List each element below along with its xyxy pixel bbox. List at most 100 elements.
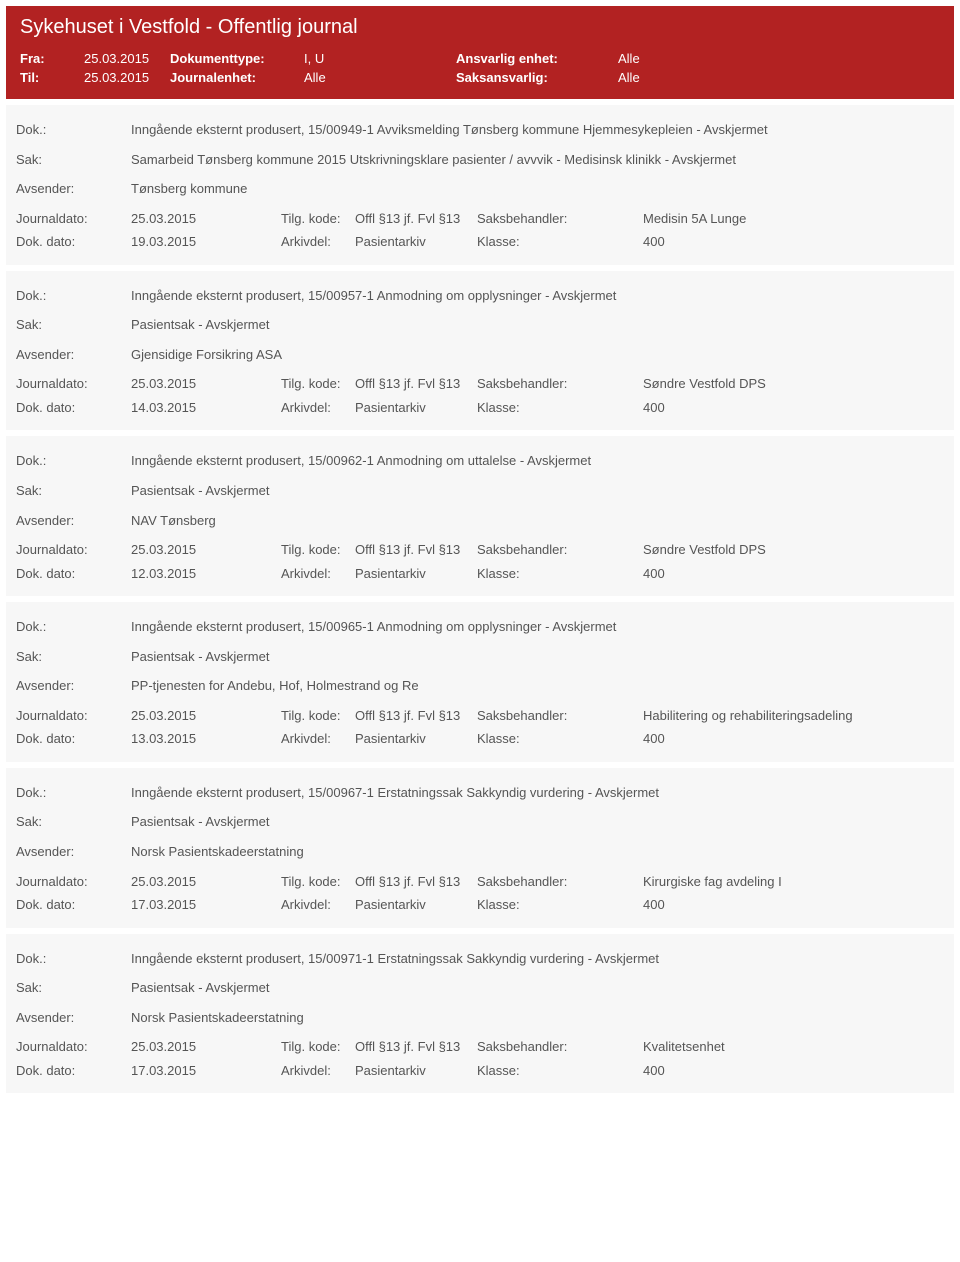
arkivdel-label: Arkivdel: [281, 1062, 355, 1080]
saksbehandler-label: Saksbehandler: [477, 375, 643, 393]
tilg-label: Tilg. kode: [281, 541, 355, 559]
journal-record: Dok.:Inngående eksternt produsert, 15/00… [6, 768, 954, 928]
saksbehandler-value: Medisin 5A Lunge [643, 210, 944, 228]
klasse-label: Klasse: [477, 1062, 643, 1080]
saksbehandler-value: Søndre Vestfold DPS [643, 375, 944, 393]
avsender-row: Avsender:NAV Tønsberg [16, 512, 944, 530]
arkivdel-label: Arkivdel: [281, 399, 355, 417]
saksbehandler-label: Saksbehandler: [477, 873, 643, 891]
sak-value: Pasientsak - Avskjermet [131, 813, 269, 831]
dok-row: Dok.:Inngående eksternt produsert, 15/00… [16, 452, 944, 470]
meta-row-1: Journaldato:25.03.2015Tilg. kode:Offl §1… [16, 541, 944, 559]
journaldato-label: Journaldato: [16, 541, 131, 559]
dokdato-label: Dok. dato: [16, 896, 131, 914]
dok-label: Dok.: [16, 452, 131, 470]
klasse-label: Klasse: [477, 399, 643, 417]
journaldato-label: Journaldato: [16, 1038, 131, 1056]
saksbehandler-value: Kvalitetsenhet [643, 1038, 944, 1056]
arkivdel-value: Pasientarkiv [355, 896, 477, 914]
klasse-value: 400 [643, 565, 944, 583]
klasse-value: 400 [643, 399, 944, 417]
tilg-label: Tilg. kode: [281, 1038, 355, 1056]
klasse-label: Klasse: [477, 896, 643, 914]
saksbehandler-label: Saksbehandler: [477, 541, 643, 559]
klasse-value: 400 [643, 233, 944, 251]
sak-label: Sak: [16, 979, 131, 997]
saksbehandler-label: Saksbehandler: [477, 707, 643, 725]
page-title: Sykehuset i Vestfold - Offentlig journal [20, 16, 940, 39]
journal-record: Dok.:Inngående eksternt produsert, 15/00… [6, 436, 954, 596]
avsender-row: Avsender:Gjensidige Forsikring ASA [16, 346, 944, 364]
dok-value: Inngående eksternt produsert, 15/00957-1… [131, 287, 616, 305]
avsender-label: Avsender: [16, 677, 131, 695]
sak-value: Pasientsak - Avskjermet [131, 316, 269, 334]
saksbehandler-label: Saksbehandler: [477, 210, 643, 228]
dokdato-value: 17.03.2015 [131, 896, 281, 914]
tilg-value: Offl §13 jf. Fvl §13 [355, 210, 477, 228]
arkivdel-value: Pasientarkiv [355, 565, 477, 583]
avsender-label: Avsender: [16, 180, 131, 198]
meta-row-2: Dok. dato:12.03.2015Arkivdel:Pasientarki… [16, 565, 944, 583]
saksbehandler-value: Kirurgiske fag avdeling I [643, 873, 944, 891]
fra-value: 25.03.2015 [84, 51, 170, 66]
meta-row-2: Dok. dato:17.03.2015Arkivdel:Pasientarki… [16, 896, 944, 914]
dokdato-value: 14.03.2015 [131, 399, 281, 417]
dokdato-value: 17.03.2015 [131, 1062, 281, 1080]
arkivdel-value: Pasientarkiv [355, 1062, 477, 1080]
arkivdel-value: Pasientarkiv [355, 730, 477, 748]
sak-value: Pasientsak - Avskjermet [131, 979, 269, 997]
klasse-value: 400 [643, 730, 944, 748]
journal-record: Dok.:Inngående eksternt produsert, 15/00… [6, 602, 954, 762]
avsender-value: PP-tjenesten for Andebu, Hof, Holmestran… [131, 677, 419, 695]
dokumenttype-value: I, U [304, 51, 456, 66]
dokdato-label: Dok. dato: [16, 730, 131, 748]
ansvarlig-value: Alle [618, 51, 640, 66]
tilg-label: Tilg. kode: [281, 375, 355, 393]
sak-row: Sak:Pasientsak - Avskjermet [16, 813, 944, 831]
journal-record: Dok.:Inngående eksternt produsert, 15/00… [6, 271, 954, 431]
avsender-label: Avsender: [16, 346, 131, 364]
meta-row-2: Dok. dato:13.03.2015Arkivdel:Pasientarki… [16, 730, 944, 748]
avsender-value: Tønsberg kommune [131, 180, 247, 198]
header-row-2: Til: 25.03.2015 Journalenhet: Alle Saksa… [20, 70, 940, 85]
avsender-label: Avsender: [16, 512, 131, 530]
arkivdel-value: Pasientarkiv [355, 399, 477, 417]
journaldato-value: 25.03.2015 [131, 541, 281, 559]
dokdato-label: Dok. dato: [16, 1062, 131, 1080]
journaldato-value: 25.03.2015 [131, 210, 281, 228]
journaldato-value: 25.03.2015 [131, 707, 281, 725]
tilg-label: Tilg. kode: [281, 707, 355, 725]
meta-row-2: Dok. dato:19.03.2015Arkivdel:Pasientarki… [16, 233, 944, 251]
tilg-label: Tilg. kode: [281, 210, 355, 228]
dok-row: Dok.:Inngående eksternt produsert, 15/00… [16, 950, 944, 968]
page-header: Sykehuset i Vestfold - Offentlig journal… [6, 6, 954, 99]
arkivdel-label: Arkivdel: [281, 565, 355, 583]
sak-label: Sak: [16, 316, 131, 334]
meta-row-2: Dok. dato:17.03.2015Arkivdel:Pasientarki… [16, 1062, 944, 1080]
dokdato-label: Dok. dato: [16, 399, 131, 417]
avsender-label: Avsender: [16, 1009, 131, 1027]
arkivdel-value: Pasientarkiv [355, 233, 477, 251]
avsender-value: NAV Tønsberg [131, 512, 216, 530]
meta-row-1: Journaldato:25.03.2015Tilg. kode:Offl §1… [16, 210, 944, 228]
journaldato-label: Journaldato: [16, 707, 131, 725]
dokdato-label: Dok. dato: [16, 565, 131, 583]
saksbehandler-label: Saksbehandler: [477, 1038, 643, 1056]
klasse-value: 400 [643, 1062, 944, 1080]
tilg-value: Offl §13 jf. Fvl §13 [355, 1038, 477, 1056]
journaldato-label: Journaldato: [16, 375, 131, 393]
meta-row-1: Journaldato:25.03.2015Tilg. kode:Offl §1… [16, 707, 944, 725]
saksbehandler-value: Søndre Vestfold DPS [643, 541, 944, 559]
header-row-1: Fra: 25.03.2015 Dokumenttype: I, U Ansva… [20, 51, 940, 66]
saksansvarlig-value: Alle [618, 70, 640, 85]
avsender-value: Norsk Pasientskadeerstatning [131, 1009, 304, 1027]
sak-label: Sak: [16, 151, 131, 169]
arkivdel-label: Arkivdel: [281, 233, 355, 251]
sak-label: Sak: [16, 482, 131, 500]
klasse-label: Klasse: [477, 565, 643, 583]
sak-row: Sak:Pasientsak - Avskjermet [16, 648, 944, 666]
sak-value: Samarbeid Tønsberg kommune 2015 Utskrivn… [131, 151, 736, 169]
avsender-value: Norsk Pasientskadeerstatning [131, 843, 304, 861]
dok-label: Dok.: [16, 121, 131, 139]
journal-record: Dok.:Inngående eksternt produsert, 15/00… [6, 105, 954, 265]
